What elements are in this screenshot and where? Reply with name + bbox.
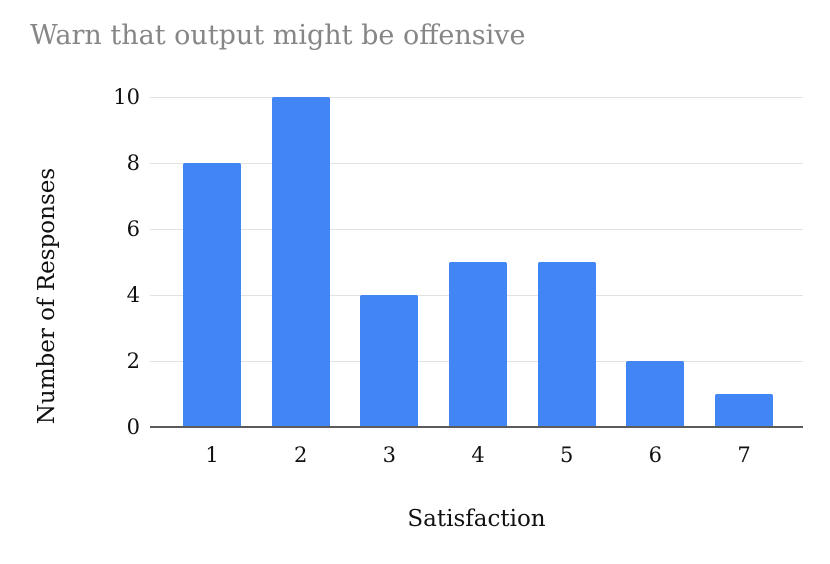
x-tick-label-5: 5 bbox=[559, 443, 574, 467]
x-tick-label-7: 7 bbox=[737, 443, 751, 467]
y-tick-label-10: 10 bbox=[113, 85, 140, 109]
bar-1 bbox=[183, 163, 241, 427]
bar-3 bbox=[360, 295, 419, 427]
bar-7 bbox=[715, 394, 773, 427]
plot-area bbox=[150, 96, 803, 428]
chart-title: Warn that output might be offensive bbox=[30, 20, 526, 51]
gridline-y-10 bbox=[150, 96, 803, 98]
y-tick-label-2: 2 bbox=[126, 349, 140, 373]
bar-6 bbox=[626, 361, 685, 427]
gridline-y-6 bbox=[150, 228, 803, 230]
y-tick-label-4: 4 bbox=[126, 283, 140, 307]
x-axis-line bbox=[150, 426, 803, 428]
y-tick-label-0: 0 bbox=[126, 415, 140, 439]
gridline-y-8 bbox=[150, 162, 803, 164]
x-tick-label-2: 2 bbox=[293, 443, 308, 467]
x-tick-label-6: 6 bbox=[648, 443, 663, 467]
x-axis-title: Satisfaction bbox=[407, 506, 546, 532]
bar-4 bbox=[449, 262, 507, 427]
x-tick-label-1: 1 bbox=[205, 443, 219, 467]
x-tick-label-4: 4 bbox=[471, 443, 485, 467]
y-tick-label-6: 6 bbox=[126, 217, 140, 241]
bar-2 bbox=[271, 97, 330, 427]
y-axis-title: Number of Responses bbox=[34, 167, 60, 425]
bar-5 bbox=[537, 262, 596, 427]
y-tick-label-8: 8 bbox=[126, 151, 140, 175]
x-tick-label-3: 3 bbox=[382, 443, 397, 467]
